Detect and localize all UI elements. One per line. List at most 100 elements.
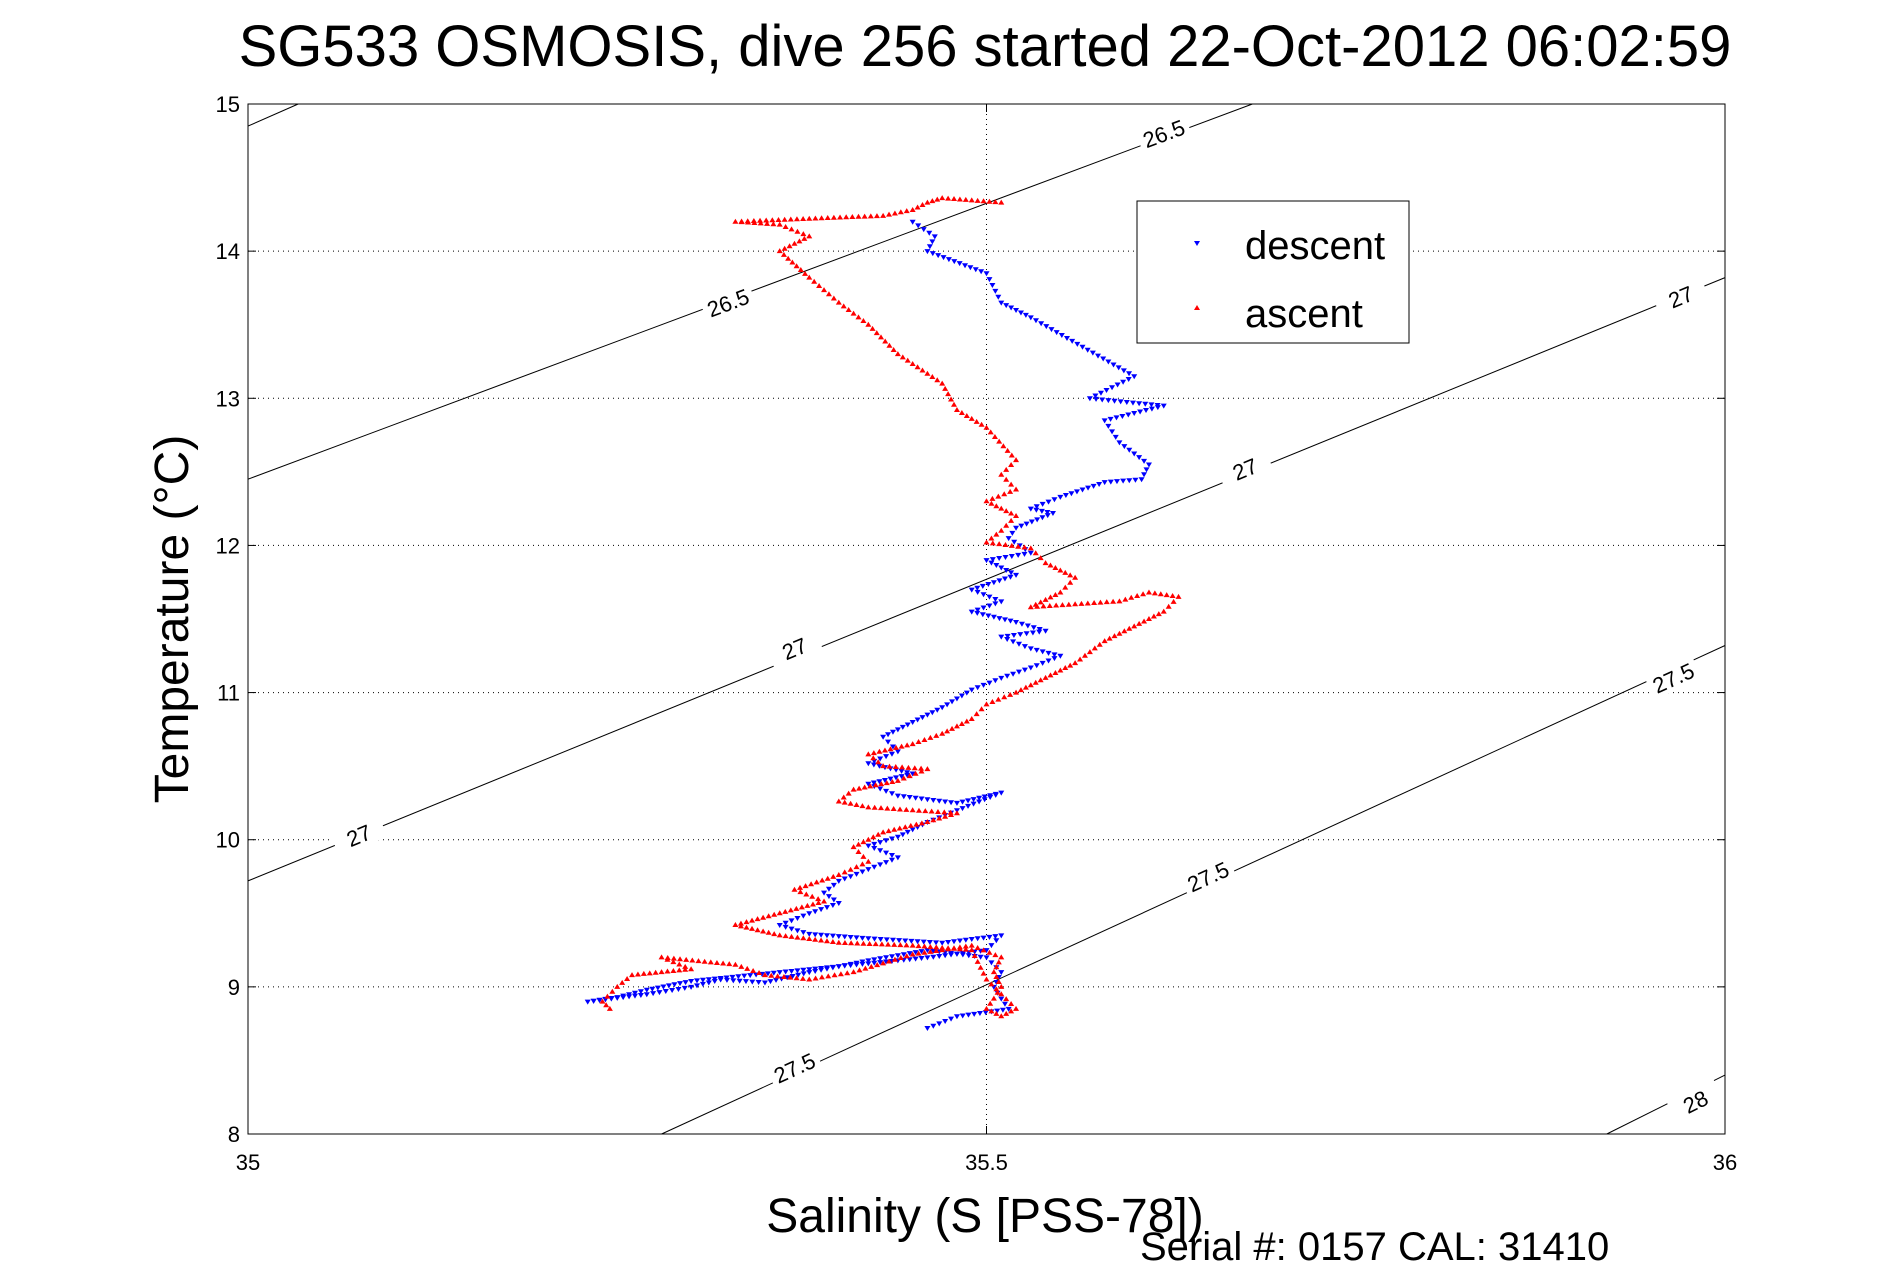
descent-point [1032, 318, 1039, 324]
ascent-point [945, 391, 952, 397]
descent-point [1010, 639, 1017, 645]
ascent-point [921, 949, 928, 955]
ascent-point [942, 385, 949, 391]
ascent-point [1062, 569, 1069, 575]
ascent-point [995, 959, 1002, 965]
descent-point [823, 933, 830, 939]
descent-point [1093, 396, 1100, 402]
ascent-point [841, 939, 848, 945]
descent-point [1085, 485, 1092, 491]
ascent-point [983, 701, 990, 707]
descent-point [806, 967, 813, 973]
descent-point [877, 848, 884, 854]
ascent-point [905, 764, 912, 770]
ascent-point [743, 924, 750, 930]
descent-point [1002, 554, 1009, 560]
ascent-point [1096, 641, 1103, 647]
ascent-point [713, 959, 720, 965]
descent-point [847, 961, 854, 967]
legend-descent-marker [1194, 241, 1200, 246]
ascent-point [978, 421, 985, 427]
ascent-point [744, 218, 751, 224]
descent-point [1109, 385, 1116, 391]
descent-point [948, 1016, 955, 1022]
ascent-point [812, 215, 819, 221]
descent-point [620, 995, 627, 1001]
ascent-point [933, 944, 940, 950]
ascent-point [915, 950, 922, 956]
descent-point [694, 983, 701, 989]
ascent-point [1091, 645, 1098, 651]
ascent-point [1008, 517, 1015, 523]
descent-point [995, 294, 1002, 300]
descent-point [926, 230, 933, 236]
descent-point [883, 754, 890, 760]
ascent-point [800, 231, 807, 237]
descent-point [992, 596, 999, 602]
descent-point [770, 970, 777, 976]
descent-point [996, 616, 1003, 622]
ascent-point [915, 739, 922, 745]
descent-point [974, 610, 981, 616]
ascent-point [1126, 625, 1133, 631]
ascent-point [924, 199, 931, 205]
ascent-point [1008, 481, 1015, 487]
descent-point [993, 938, 1000, 944]
descent-point [1027, 315, 1034, 321]
descent-point [924, 797, 931, 803]
ascent-point [726, 961, 733, 967]
descent-point [899, 724, 906, 730]
descent-point [1018, 523, 1025, 529]
descent-point [1096, 481, 1103, 487]
ascent-point [945, 945, 952, 951]
ascent-point [996, 438, 1003, 444]
ascent-point [750, 967, 757, 973]
ascent-point [927, 943, 934, 949]
descent-point [914, 939, 921, 945]
ascent-point [922, 808, 929, 814]
ascent-point [992, 199, 999, 205]
ascent-point [789, 259, 796, 265]
ascent-point [821, 287, 828, 293]
ascent-point [878, 805, 884, 811]
ascent-point [968, 947, 975, 953]
ascent-point [1046, 602, 1053, 608]
descent-point [1120, 379, 1127, 385]
ascent-point [1022, 684, 1029, 690]
ascent-point [968, 415, 975, 421]
ascent-point [1004, 447, 1011, 453]
descent-point [918, 796, 925, 802]
ascent-point [841, 869, 848, 875]
ascent-point [1101, 638, 1108, 644]
ascent-point [859, 803, 866, 809]
descent-point [918, 956, 925, 962]
x-tick-label: 35.5 [965, 1150, 1008, 1175]
ascent-point [939, 380, 946, 386]
descent-point [1074, 341, 1081, 347]
ascent-point [1015, 543, 1022, 549]
ascent-point [883, 780, 890, 786]
descent-point [883, 937, 890, 943]
descent-point [643, 987, 650, 993]
descent-point [898, 768, 905, 774]
ascent-point [849, 214, 856, 220]
descent-point [1126, 478, 1133, 484]
descent-point [933, 940, 940, 946]
ascent-point [853, 801, 860, 807]
descent-point [889, 729, 896, 735]
descent-point [806, 931, 813, 937]
ascent-point [854, 940, 861, 946]
descent-point [888, 857, 895, 863]
ascent-point [1047, 562, 1054, 568]
descent-point [1105, 359, 1112, 365]
descent-point [1023, 631, 1030, 637]
descent-point [825, 894, 832, 900]
ascent-point [991, 433, 998, 439]
descent-point [590, 998, 597, 1004]
ascent-point [998, 505, 1005, 511]
descent-point [812, 968, 819, 974]
ascent-point [914, 204, 921, 210]
ascent-point [701, 958, 708, 964]
descent-point [830, 882, 837, 888]
descent-point [998, 933, 1005, 939]
